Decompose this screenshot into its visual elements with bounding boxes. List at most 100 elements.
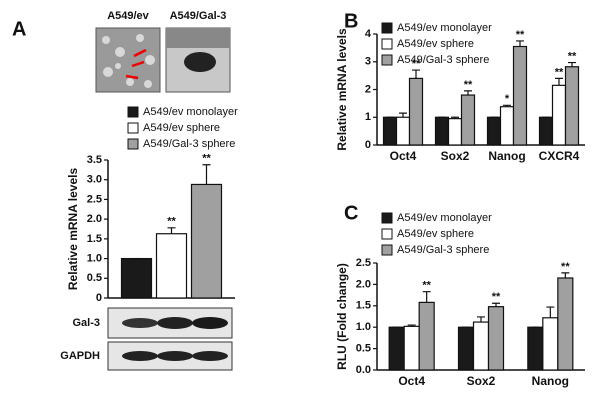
legend-swatch xyxy=(381,54,393,66)
error-bar xyxy=(407,324,416,327)
bar xyxy=(418,301,435,371)
y-tick-label: 2.0 xyxy=(87,213,102,225)
band xyxy=(157,351,193,361)
band xyxy=(192,317,228,329)
legend-swatch xyxy=(127,122,139,134)
legend-label: A549/ev sphere xyxy=(397,38,474,50)
bar xyxy=(460,94,476,146)
y-tick-label: 3 xyxy=(365,56,371,68)
error-bar xyxy=(412,69,420,79)
blot-label: Gal-3 xyxy=(72,317,100,329)
error-bar xyxy=(555,77,563,86)
y-tick-label: 0.5 xyxy=(356,343,371,355)
bar xyxy=(557,277,574,371)
y-axis-label: Relative mRNA levels xyxy=(335,28,349,151)
bar xyxy=(564,66,580,146)
significance: ** xyxy=(202,153,211,165)
bar xyxy=(457,326,475,371)
band xyxy=(192,351,228,361)
significance: ** xyxy=(516,29,525,41)
legend-swatch xyxy=(127,106,139,118)
panel-label: A xyxy=(12,18,26,40)
bar xyxy=(447,118,463,146)
error-bar xyxy=(492,302,500,307)
band xyxy=(122,318,158,328)
panel-label: B xyxy=(344,10,358,32)
legend-swatch xyxy=(381,22,393,34)
y-tick-label: 0.0 xyxy=(356,364,371,376)
x-tick-label: Sox2 xyxy=(441,149,470,163)
significance: ** xyxy=(422,280,431,292)
bar xyxy=(538,116,554,146)
image-label: A549/Gal-3 xyxy=(170,10,227,22)
error-bar xyxy=(568,61,576,67)
error-bar xyxy=(167,227,176,234)
bar xyxy=(388,326,405,371)
y-tick-label: 1.5 xyxy=(356,300,371,312)
bar xyxy=(403,325,420,371)
error-bar xyxy=(516,40,524,47)
shadow xyxy=(166,28,230,48)
bar xyxy=(472,321,490,371)
cells xyxy=(102,34,155,88)
bar xyxy=(155,233,188,299)
legend-label: A549/Gal-3 sphere xyxy=(143,138,235,150)
error-bar xyxy=(546,306,555,318)
y-tick-label: 1 xyxy=(365,111,371,123)
bar xyxy=(527,326,544,371)
error-bar xyxy=(422,291,431,303)
error-bar xyxy=(477,316,485,323)
bar xyxy=(434,116,450,146)
legend-swatch xyxy=(381,38,393,50)
legend-label: A549/Gal-3 sphere xyxy=(397,244,489,256)
significance: ** xyxy=(561,261,570,273)
y-tick-label: 0.5 xyxy=(87,272,102,284)
x-tick-label: CXCR4 xyxy=(539,149,580,163)
y-tick-label: 2.5 xyxy=(87,193,102,205)
error-bar xyxy=(503,104,511,107)
y-tick-label: 0 xyxy=(96,292,102,304)
y-tick-label: 2 xyxy=(365,83,371,95)
legend-label: A549/ev sphere xyxy=(397,228,474,240)
y-tick-label: 3.5 xyxy=(87,154,102,166)
legend-label: A549/ev monolayer xyxy=(397,22,492,34)
x-tick-label: Oct4 xyxy=(398,374,425,388)
legend-swatch xyxy=(381,212,393,224)
bar xyxy=(499,106,515,146)
bar xyxy=(395,116,411,146)
y-axis-label: Relative mRNA levels xyxy=(66,168,80,291)
bar xyxy=(542,317,559,371)
y-tick-label: 0 xyxy=(365,139,371,151)
significance: ** xyxy=(167,216,176,228)
legend-swatch xyxy=(381,228,393,240)
y-tick-label: 1.0 xyxy=(356,321,371,333)
legend-label: A549/Gal-3 sphere xyxy=(397,54,489,66)
y-tick-label: 3.0 xyxy=(87,174,102,186)
x-tick-label: Oct4 xyxy=(390,149,417,163)
band xyxy=(157,317,193,329)
bar xyxy=(486,116,502,146)
bar xyxy=(120,257,153,299)
x-tick-label: Nanog xyxy=(532,374,569,388)
significance: ** xyxy=(464,79,473,91)
legend-swatch xyxy=(381,244,393,256)
y-tick-label: 1.0 xyxy=(87,252,102,264)
bar xyxy=(382,116,398,146)
y-tick-label: 4 xyxy=(365,28,372,40)
significance: ** xyxy=(568,50,577,62)
legend-label: A549/ev monolayer xyxy=(143,106,238,118)
bar xyxy=(487,306,505,371)
arrows xyxy=(125,48,147,80)
error-bar xyxy=(399,112,407,118)
bar xyxy=(190,183,223,299)
x-tick-label: Sox2 xyxy=(467,374,496,388)
significance: ** xyxy=(555,66,564,78)
blot-label: GAPDH xyxy=(60,350,100,362)
error-bar xyxy=(202,164,211,185)
y-tick-label: 2.0 xyxy=(356,278,371,290)
error-bar xyxy=(464,90,472,96)
significance: * xyxy=(505,93,510,105)
panel-label: C xyxy=(344,202,358,224)
